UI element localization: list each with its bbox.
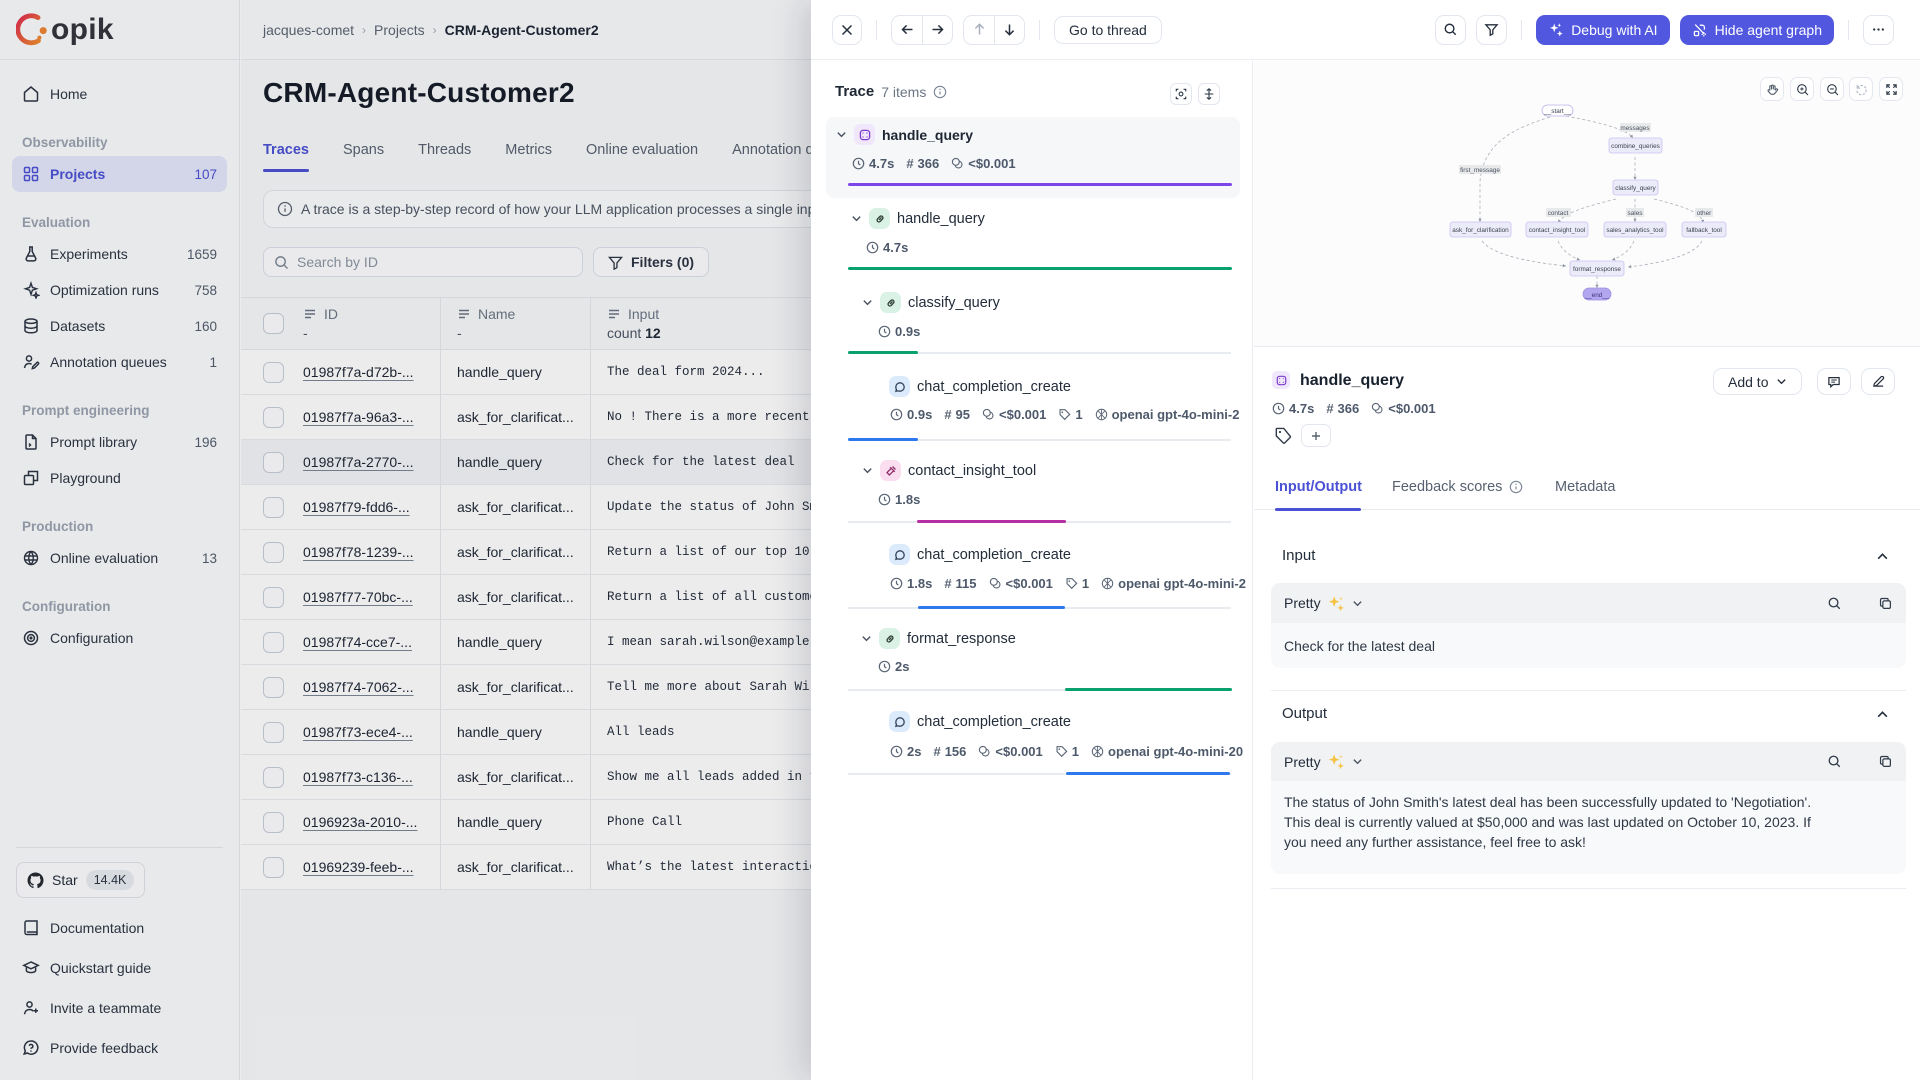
svg-text:fallback_tool: fallback_tool xyxy=(1686,227,1722,234)
svg-text:first_message: first_message xyxy=(1460,167,1500,174)
svg-text:__start__: __start__ xyxy=(1543,108,1571,115)
svg-text:combine_queries: combine_queries xyxy=(1611,143,1660,150)
svg-text:messages: messages xyxy=(1620,125,1649,132)
svg-text:contact: contact xyxy=(1548,210,1569,217)
svg-text:classify_query: classify_query xyxy=(1615,185,1656,192)
svg-text:sales: sales xyxy=(1628,210,1643,217)
svg-text:ask_for_clarification: ask_for_clarification xyxy=(1452,227,1509,234)
svg-text:sales_analytics_tool: sales_analytics_tool xyxy=(1606,227,1663,234)
svg-text:format_response: format_response xyxy=(1573,266,1621,273)
svg-text:contact_insight_tool: contact_insight_tool xyxy=(1529,227,1586,234)
svg-text:__end__: __end__ xyxy=(1584,292,1610,299)
svg-text:other: other xyxy=(1697,210,1712,217)
